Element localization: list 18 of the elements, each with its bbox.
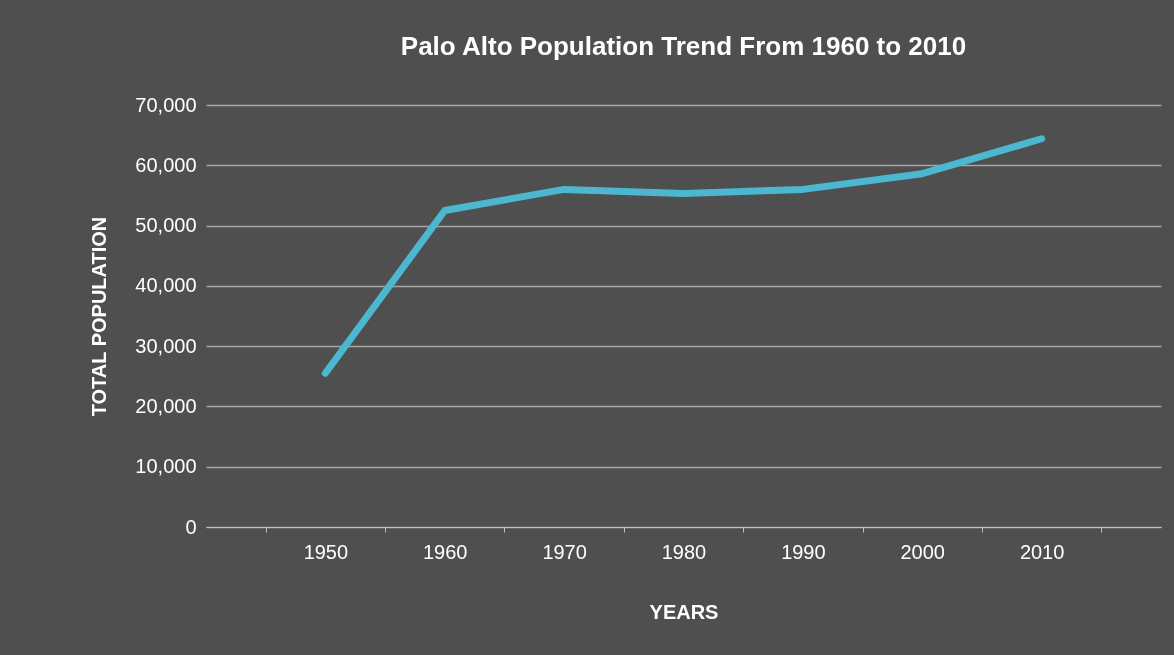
y-tick-label: 30,000 — [135, 334, 197, 357]
y-tick-label: 60,000 — [135, 153, 197, 176]
chart-title: Palo Alto Population Trend From 1960 to 2010 — [400, 31, 967, 61]
y-tick-label: 50,000 — [135, 214, 197, 237]
x-tick-label: 1980 — [661, 540, 707, 563]
y-tick-label: 40,000 — [135, 274, 197, 297]
x-tick-label: 1970 — [542, 540, 587, 563]
x-axis-title: YEARS — [649, 600, 719, 623]
y-tick-label: 10,000 — [135, 455, 197, 478]
x-tick-label: 1960 — [423, 540, 468, 563]
x-tick-label: 2010 — [1019, 540, 1065, 563]
y-axis-title: TOTAL POPULATION — [88, 216, 111, 417]
x-tick-label: 1990 — [781, 540, 826, 563]
x-tick-label: 1950 — [303, 540, 349, 563]
y-tick-label: 20,000 — [135, 394, 197, 417]
x-tick-label: 2000 — [900, 540, 945, 563]
y-tick-label: 70,000 — [135, 93, 197, 116]
y-tick-label: 0 — [185, 515, 197, 538]
